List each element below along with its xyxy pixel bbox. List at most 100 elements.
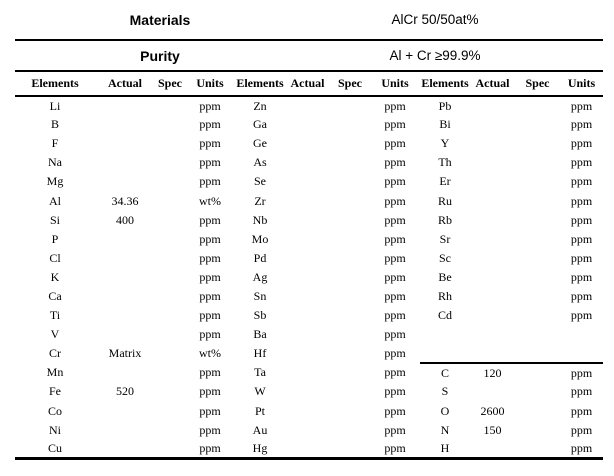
element-cell: Er: [439, 174, 451, 189]
spec-cell: [330, 172, 370, 191]
spec-cell: [515, 115, 560, 134]
spec-cell: [155, 115, 185, 134]
spec-cell: [515, 421, 560, 440]
units-cell: ppm: [570, 269, 593, 284]
element-cell: Cl: [49, 250, 61, 265]
actual-cell: [95, 325, 155, 344]
col-header-spec-1: Spec: [158, 76, 182, 90]
units-cell: ppm: [570, 193, 593, 208]
spec-cell: [515, 402, 560, 421]
element-cell: Bi: [439, 117, 451, 132]
actual-cell: [95, 153, 155, 172]
spec-cell: [155, 363, 185, 382]
actual-cell: [470, 306, 515, 325]
units-cell: ppm: [199, 174, 221, 189]
spec-cell: [515, 382, 560, 401]
units-cell: ppm: [570, 117, 593, 132]
element-cell: Ag: [252, 269, 268, 284]
actual-cell: [285, 287, 330, 306]
col-header-spec-3: Spec: [525, 76, 550, 90]
units-cell: ppm: [199, 231, 221, 246]
spec-cell: [515, 96, 560, 115]
element-cell: Sr: [439, 231, 451, 246]
actual-cell: [285, 268, 330, 287]
actual-cell: [95, 172, 155, 191]
units-cell: ppm: [199, 384, 221, 399]
units-cell: ppm: [384, 212, 406, 227]
spec-cell: [155, 172, 185, 191]
actual-cell: [95, 134, 155, 153]
spec-cell: [155, 153, 185, 172]
units-cell: ppm: [199, 365, 221, 380]
element-cell: B: [50, 117, 59, 132]
col-header-units-2: Units: [381, 76, 409, 90]
spec-cell: [330, 191, 370, 210]
units-cell: ppm: [570, 440, 593, 455]
spec-cell: [515, 191, 560, 210]
purity-label: Purity: [140, 47, 180, 64]
units-cell: ppm: [570, 403, 593, 418]
spec-cell: [515, 249, 560, 268]
actual-cell: [95, 306, 155, 325]
units-cell: ppm: [199, 155, 221, 170]
actual-cell: [470, 230, 515, 249]
spec-cell: [330, 306, 370, 325]
element-cell: Sc: [439, 250, 451, 265]
spec-cell: [155, 268, 185, 287]
spec-cell: [155, 96, 185, 115]
units-cell: wt%: [199, 193, 221, 208]
units-cell: ppm: [384, 384, 406, 399]
actual-cell: [285, 211, 330, 230]
actual-cell: [470, 134, 515, 153]
element-cell: Be: [438, 269, 452, 284]
spec-cell: [155, 344, 185, 363]
spec-cell: [330, 363, 370, 382]
materials-row: Materials AlCr 50/50at%: [15, 0, 603, 41]
actual-cell: [470, 440, 515, 459]
units-cell: ppm: [384, 250, 406, 265]
table-row: Ni ppm Au ppm N 150 ppm: [15, 421, 603, 440]
units-cell: ppm: [570, 155, 593, 170]
element-cell: Cr: [49, 346, 61, 361]
actual-cell: [285, 382, 330, 401]
units-cell: ppm: [384, 365, 406, 380]
element-cell: Ru: [437, 193, 452, 208]
actual-cell: [470, 344, 515, 363]
spec-cell: [515, 325, 560, 344]
actual-cell: [95, 402, 155, 421]
units-cell: ppm: [199, 308, 221, 323]
element-cell: Th: [438, 155, 452, 170]
actual-cell: [470, 211, 515, 230]
element-cell: W: [254, 384, 266, 399]
document-body: Materials AlCr 50/50at% Purity Al + Cr ≥…: [15, 0, 603, 461]
table-row: Co ppm Pt ppm O 2600 ppm: [15, 402, 603, 421]
table-row: Cr Matrix wt% Hf ppm: [15, 344, 603, 363]
spec-cell: [515, 287, 560, 306]
spec-cell: [330, 268, 370, 287]
units-cell: ppm: [570, 288, 593, 303]
element-cell: Se: [254, 174, 266, 189]
element-cell: Li: [49, 98, 61, 113]
col-header-units-3: Units: [567, 76, 596, 90]
element-cell: Sb: [253, 308, 267, 323]
element-cell: [420, 344, 470, 363]
spec-cell: [330, 153, 370, 172]
element-cell: Rb: [437, 212, 452, 227]
spec-cell: [330, 249, 370, 268]
units-cell: ppm: [384, 98, 406, 113]
spec-cell: [330, 344, 370, 363]
actual-cell: [285, 230, 330, 249]
element-cell: Co: [47, 403, 62, 418]
actual-cell: [285, 325, 330, 344]
spec-cell: [330, 115, 370, 134]
element-cell: N: [440, 422, 450, 437]
purity-row: Purity Al + Cr ≥99.9%: [15, 41, 603, 72]
element-cell: Ca: [48, 288, 62, 303]
element-cell: Mg: [46, 174, 64, 189]
actual-cell: 150: [483, 422, 502, 437]
